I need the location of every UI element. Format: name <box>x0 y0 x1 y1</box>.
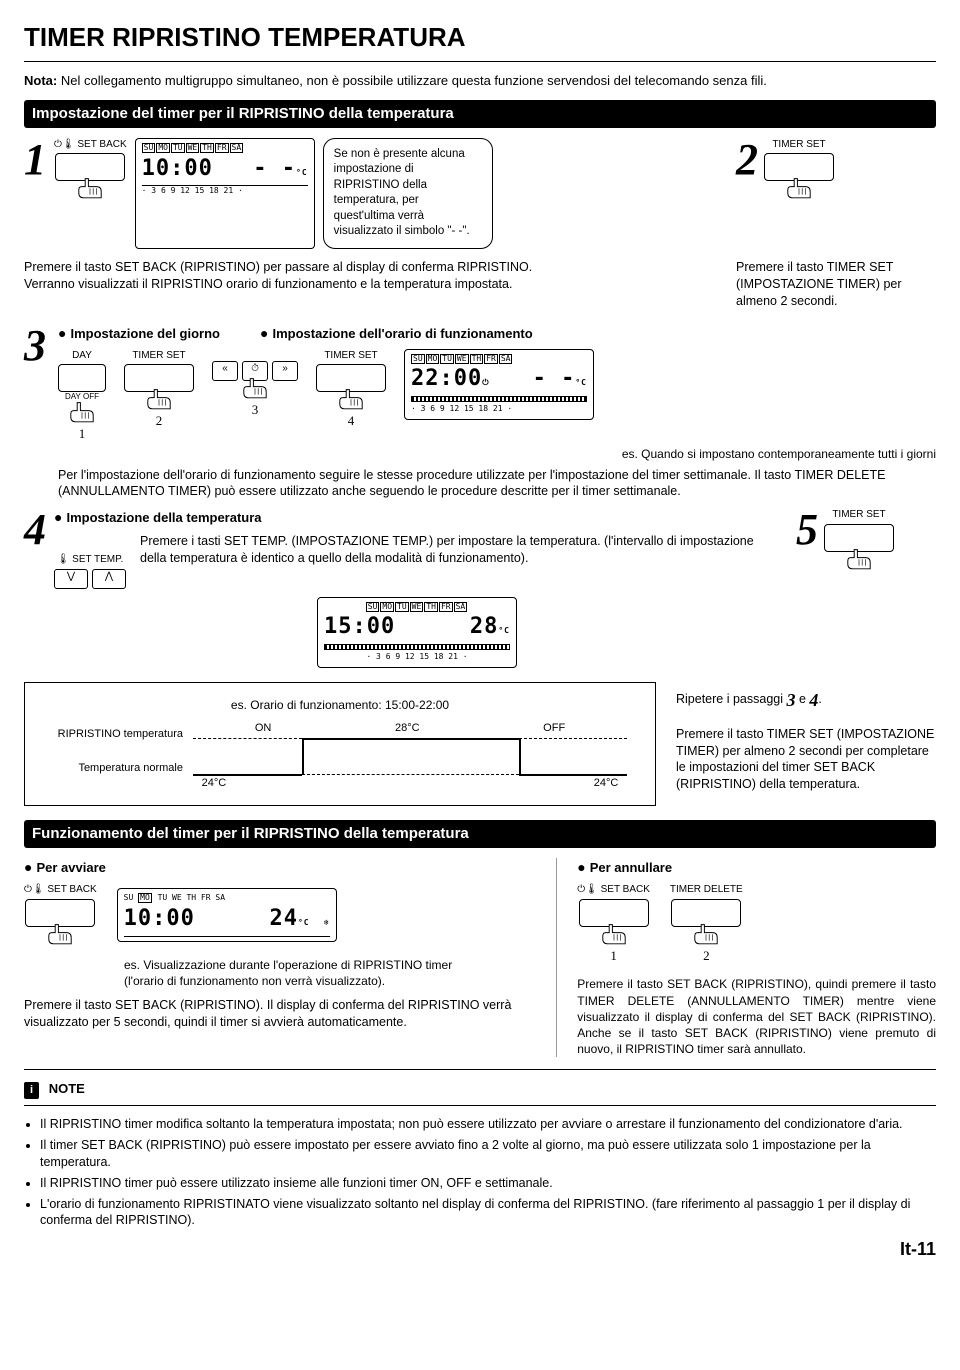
section1-bar: Impostazione del timer per il RIPRISTINO… <box>24 100 936 128</box>
divider <box>24 1069 936 1070</box>
setback-button[interactable]: ⏻🌡 SET BACK <box>54 138 127 249</box>
step3-es: es. Quando si impostano contemporaneamen… <box>58 446 936 462</box>
step2-num: 2 <box>736 138 758 182</box>
day-button[interactable]: DAY DAY OFF 1 <box>58 349 106 443</box>
settemp-button[interactable]: 🌡 SET TEMP. ⋁ ⋀ <box>54 553 126 589</box>
timerset-button[interactable]: TIMER SET 4 <box>316 349 386 430</box>
setback-button[interactable]: ⏻🌡 SET BACK 1 <box>577 883 650 964</box>
intro-note: Nota: Nel collegamento multigruppo simul… <box>24 72 936 90</box>
page-title: TIMER RIPRISTINO TEMPERATURA <box>24 20 936 55</box>
step1-num: 1 <box>24 138 46 249</box>
hand-icon <box>65 401 99 425</box>
temp-chart: es. Orario di funzionamento: 15:00-22:00… <box>24 682 656 806</box>
step4-title: Impostazione della temperatura <box>66 510 261 525</box>
hand-icon <box>782 177 816 201</box>
step3-num: 3 <box>24 324 46 368</box>
divider <box>24 61 936 62</box>
section2-bar: Funzionamento del timer per il RIPRISTIN… <box>24 820 936 848</box>
step3-day-label: Impostazione del giorno <box>70 326 220 341</box>
sub4: 4 <box>348 412 355 430</box>
chart-right-text: Ripetere i passaggi 3 e 4. Premere il ta… <box>676 674 936 793</box>
note-badge: i <box>24 1082 39 1099</box>
left-arrow-icon[interactable]: « <box>212 361 238 381</box>
note-item: Il RIPRISTINO timer modifica soltanto la… <box>40 1116 936 1133</box>
up-arrow-icon[interactable]: ⋀ <box>92 569 126 589</box>
timerset-button[interactable]: TIMER SET <box>764 138 834 202</box>
timerset-button[interactable]: TIMER SET <box>824 508 894 572</box>
hand-icon <box>73 177 107 201</box>
page-number: It-11 <box>24 1237 936 1261</box>
note-item: L'orario di funzionamento RIPRISTINATO v… <box>40 1196 936 1230</box>
hand-icon <box>334 388 368 412</box>
cancel-body: Premere il tasto SET BACK (RIPRISTINO), … <box>577 976 936 1057</box>
hand-icon <box>43 923 77 947</box>
divider <box>24 1105 936 1106</box>
note-item: Il timer SET BACK (RIPRISTINO) può esser… <box>40 1137 936 1171</box>
timerset-button[interactable]: TIMER SET 2 <box>124 349 194 430</box>
hand-icon <box>597 923 631 947</box>
step1-body: Premere il tasto SET BACK (RIPRISTINO) p… <box>24 259 726 293</box>
hand-icon <box>842 548 876 572</box>
notes-title: NOTE <box>49 1081 85 1096</box>
lcd-display: SUMOTUWETHFRSA 22:00⏻ - -°C · 3 6 9 12 1… <box>404 349 594 420</box>
right-arrow-icon[interactable]: » <box>272 361 298 381</box>
cancel-title: Per annullare <box>590 860 672 875</box>
hand-icon <box>142 388 176 412</box>
hand-icon <box>238 377 272 401</box>
step4-body: Premere i tasti SET TEMP. (IMPOSTAZIONE … <box>140 533 780 567</box>
step4-num: 4 <box>24 508 46 668</box>
setback-button[interactable]: ⏻🌡 SET BACK <box>24 883 97 947</box>
step1-callout: Se non è presente alcuna impostazione di… <box>323 138 493 249</box>
timerdelete-button[interactable]: TIMER DELETE 2 <box>670 883 743 964</box>
start-es: es. Visualizzazione durante l'operazione… <box>24 957 526 989</box>
hand-icon <box>689 923 723 947</box>
note-item: Il RIPRISTINO timer può essere utilizzat… <box>40 1175 936 1192</box>
start-title: Per avviare <box>36 860 105 875</box>
lcd-display: SUMOTUWETHFRSA 15:00 28°C · 3 6 9 12 15 … <box>317 597 517 668</box>
step3-time-label: Impostazione dell'orario di funzionament… <box>272 326 532 341</box>
sub1: 1 <box>79 425 86 443</box>
step5-num: 5 <box>796 508 818 572</box>
lcd-display: SU MO TU WE TH FR SA 10:00 24°C ❄ <box>117 888 337 941</box>
down-arrow-icon[interactable]: ⋁ <box>54 569 88 589</box>
step2-body: Premere il tasto TIMER SET (IMPOSTAZIONE… <box>736 259 936 310</box>
start-body: Premere il tasto SET BACK (RIPRISTINO). … <box>24 997 526 1031</box>
notes-list: Il RIPRISTINO timer modifica soltanto la… <box>40 1116 936 1229</box>
lcd-display: SUMOTUWETHFRSA 10:00 - -°C · 3 6 9 12 15… <box>135 138 315 249</box>
sub2: 2 <box>156 412 163 430</box>
sub3: 3 <box>252 401 259 419</box>
arrow-buttons[interactable]: « ⏱ » 3 <box>212 349 298 419</box>
step3-body: Per l'impostazione dell'orario di funzio… <box>58 467 936 501</box>
